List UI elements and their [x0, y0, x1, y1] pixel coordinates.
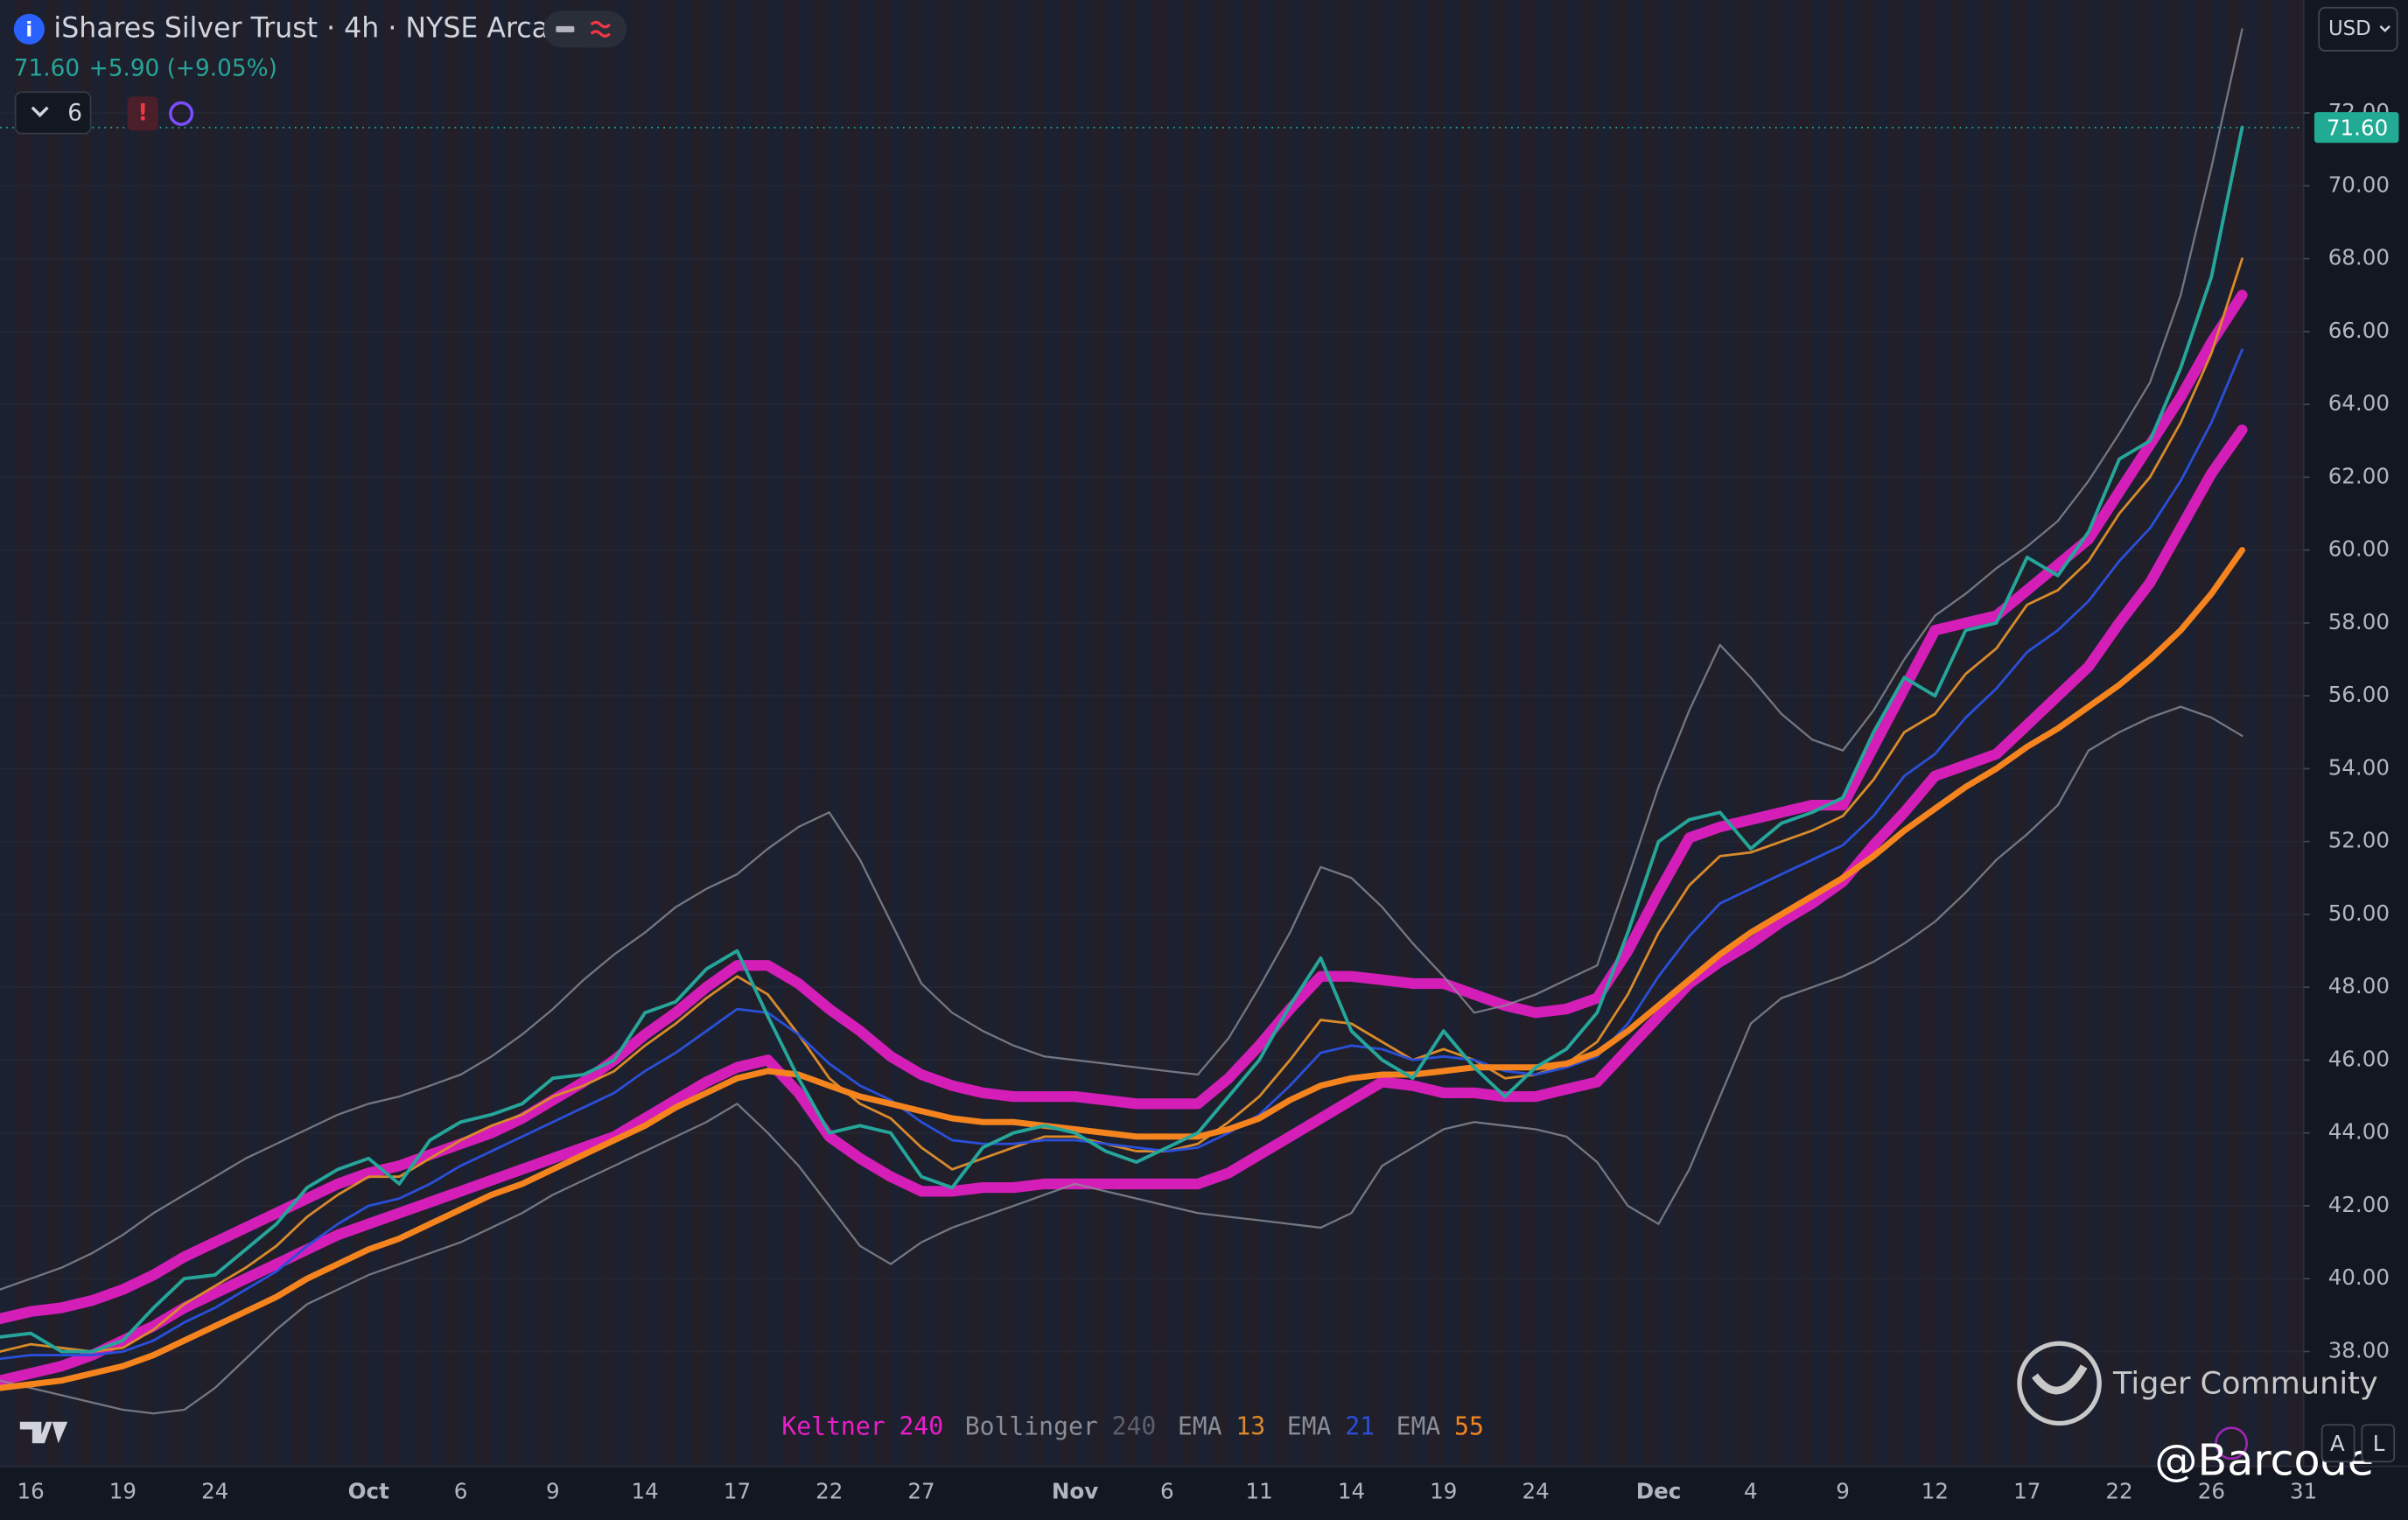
tradingview-logo: [19, 1421, 68, 1444]
legend-name: EMA: [1287, 1412, 1332, 1441]
x-tick-label: 24: [1522, 1478, 1549, 1503]
band-upper: [0, 290, 2248, 1325]
y-tick-label: 66.00: [2328, 318, 2390, 343]
y-tick-label: 58.00: [2328, 609, 2390, 634]
x-tick-label: 14: [1338, 1478, 1365, 1503]
indicators-toggle[interactable]: [14, 91, 92, 135]
ema-line: [0, 348, 2244, 1361]
error-icon[interactable]: !: [137, 100, 148, 126]
currency-chevron: [2379, 25, 2390, 32]
symbol-title: iShares Silver Trust · 4h · NYSE Arca: [53, 12, 549, 44]
legend-name: EMA: [1396, 1412, 1441, 1441]
info-icon[interactable]: [13, 13, 45, 45]
tiger-logo: [2017, 1341, 2102, 1426]
x-tick-label: 12: [1922, 1478, 1949, 1503]
minus-icon: [556, 25, 575, 32]
y-tick-label: 62.00: [2328, 463, 2390, 488]
x-tick-label: 16: [17, 1478, 44, 1503]
sync-icon[interactable]: [169, 101, 194, 126]
info-icon-glyph: i: [25, 19, 32, 42]
lightning-icon: [2215, 1426, 2249, 1460]
x-tick-label: 14: [632, 1478, 659, 1503]
x-tick-label: 9: [546, 1478, 560, 1503]
log-scale-button[interactable]: [2361, 1424, 2396, 1463]
auto-scale-button[interactable]: [2320, 1424, 2356, 1463]
y-tick-label: 54.00: [2328, 754, 2390, 780]
x-tick-label: 17: [2013, 1478, 2040, 1503]
y-tick-label: 70.00: [2328, 172, 2390, 197]
y-tick-label: 52.00: [2328, 828, 2390, 853]
x-tick-label: 4: [1744, 1478, 1758, 1503]
watermark: Tiger Community: [2112, 1366, 2378, 1402]
y-tick-label: 40.00: [2328, 1264, 2390, 1290]
y-tick-label: 50.00: [2328, 900, 2390, 926]
chevron-icon: [31, 106, 49, 118]
x-tick-label: 17: [724, 1478, 751, 1503]
band-lower: [0, 705, 2244, 1415]
x-tick-label: 22: [816, 1478, 843, 1503]
x-tick-label: 22: [2105, 1478, 2132, 1503]
plot-background: [0, 0, 2304, 1467]
wave-icon: [590, 20, 611, 38]
legend-length: 13: [1236, 1412, 1265, 1441]
x-tick-label: 6: [454, 1478, 468, 1503]
legend-length: 21: [1345, 1412, 1375, 1441]
legend-name: Bollinger: [965, 1412, 1098, 1441]
visibility-toggle[interactable]: [543, 11, 627, 48]
ema-line: [0, 257, 2244, 1353]
plot: [0, 28, 2310, 1415]
ema-line: [0, 547, 2245, 1391]
tiger-logo-stripes: [2031, 1364, 2088, 1395]
x-tick-label: 19: [1430, 1478, 1457, 1503]
log-scale-label: L: [2373, 1431, 2385, 1456]
legend-length: 240: [899, 1412, 943, 1441]
indicators-count: 6: [67, 100, 82, 126]
last-price: 71.60: [14, 55, 80, 81]
y-tick-label: 44.00: [2328, 1119, 2390, 1145]
x-tick-label: 11: [1246, 1478, 1273, 1503]
legend-name: EMA: [1178, 1412, 1222, 1441]
currency-button[interactable]: [2318, 6, 2398, 52]
x-tick-label: 9: [1836, 1478, 1850, 1503]
y-tick-label: 46.00: [2328, 1046, 2390, 1071]
currency-label: USD: [2328, 18, 2371, 40]
x-tick-label: Dec: [1636, 1478, 1682, 1503]
y-tick-label: 56.00: [2328, 682, 2390, 707]
x-tick-label: 26: [2198, 1478, 2225, 1503]
x-tick-label: Oct: [348, 1478, 389, 1503]
legend-length: 240: [1112, 1412, 1157, 1441]
y-tick-label: 64.00: [2328, 390, 2390, 416]
y-tick-label: 48.00: [2328, 973, 2390, 998]
x-tick-label: 27: [907, 1478, 934, 1503]
last-price-tag: [2314, 112, 2399, 144]
auto-scale-label: A: [2330, 1431, 2345, 1456]
y-tick-label: 60.00: [2328, 536, 2390, 562]
legend-length: 55: [1454, 1412, 1484, 1441]
band-lower: [0, 424, 2248, 1386]
y-tick-label: 68.00: [2328, 245, 2390, 270]
last-price-tag-label: 71.60: [2327, 115, 2388, 140]
legend-name: Keltner: [781, 1412, 885, 1441]
band-upper: [0, 28, 2244, 1291]
x-tick-label: Nov: [1052, 1478, 1098, 1503]
x-tick-label: 24: [201, 1478, 228, 1503]
y-tick-label: 42.00: [2328, 1192, 2390, 1217]
price-change: +5.90 (+9.05%): [89, 55, 277, 81]
x-tick-label: 31: [2290, 1478, 2317, 1503]
price-line: [0, 125, 2244, 1354]
error-icon-bg: [127, 96, 158, 131]
x-tick-label: 19: [109, 1478, 136, 1503]
y-tick-label: 38.00: [2328, 1337, 2390, 1362]
x-tick-label: 6: [1160, 1478, 1174, 1503]
